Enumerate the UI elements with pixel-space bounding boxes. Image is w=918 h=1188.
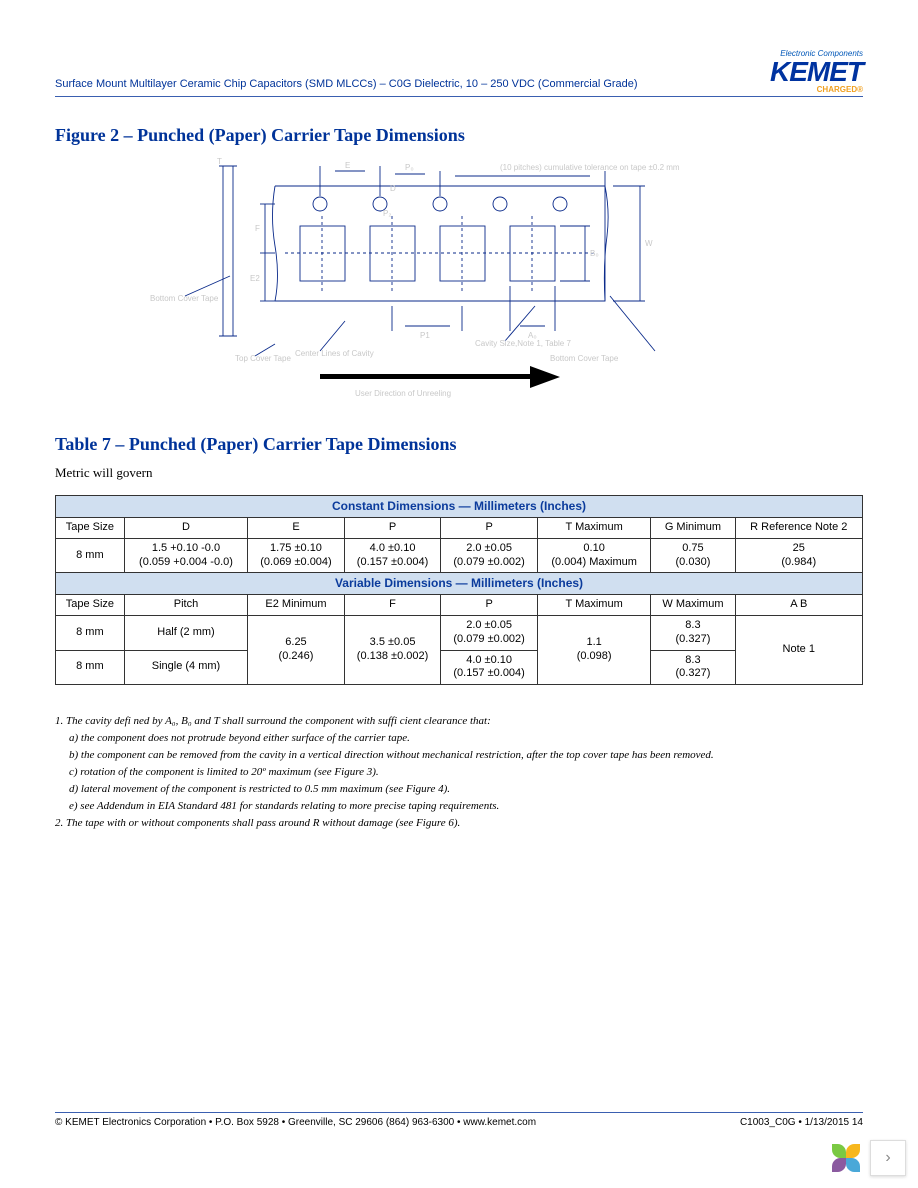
col-rref: R Reference Note 2 (735, 518, 863, 539)
document-title: Surface Mount Multilayer Ceramic Chip Ca… (55, 78, 638, 94)
table-7-title: Table 7 – Punched (Paper) Carrier Tape D… (55, 434, 863, 455)
cell: 1.1(0.098) (537, 616, 650, 685)
vcol-ab: A B (735, 595, 863, 616)
note-1: 1. The cavity defi ned by A₀, B₀ and T s… (55, 713, 863, 730)
cell: 25(0.984) (735, 538, 863, 573)
svg-text:Bottom Cover Tape: Bottom Cover Tape (150, 294, 219, 303)
note-2: 2. The tape with or without components s… (55, 815, 863, 832)
metric-note: Metric will govern (55, 465, 863, 481)
col-tapesize: Tape Size (56, 518, 125, 539)
cell: Single (4 mm) (124, 650, 247, 685)
figure-2-title: Figure 2 – Punched (Paper) Carrier Tape … (55, 125, 863, 146)
cell: 8 mm (56, 650, 125, 685)
svg-text:Cavity Size,Note 1, Table 7: Cavity Size,Note 1, Table 7 (475, 339, 571, 348)
cell: 2.0 ±0.05(0.079 ±0.002) (441, 616, 538, 651)
page-header: Surface Mount Multilayer Ceramic Chip Ca… (55, 50, 863, 97)
svg-text:B₀: B₀ (590, 249, 599, 258)
note-1d: d) lateral movement of the component is … (55, 781, 863, 798)
variable-row-0: 8 mm Half (2 mm) 6.25(0.246) 3.5 ±0.05(0… (56, 616, 863, 651)
constant-columns-row: Tape Size D E P P T Maximum G Minimum R … (56, 518, 863, 539)
cell: 8.3(0.327) (651, 650, 735, 685)
cell: 4.0 ±0.10(0.157 ±0.004) (344, 538, 441, 573)
pinwheel-icon[interactable] (832, 1144, 860, 1172)
vcol-tmax: T Maximum (537, 595, 650, 616)
svg-text:E2: E2 (250, 274, 260, 283)
note-1c: c) rotation of the component is limited … (55, 764, 863, 781)
cell: 0.10(0.004) Maximum (537, 538, 650, 573)
svg-text:Bottom Cover Tape: Bottom Cover Tape (550, 354, 619, 363)
svg-text:Top Cover Tape: Top Cover Tape (235, 354, 291, 363)
variable-band: Variable Dimensions — Millimeters (Inche… (56, 573, 863, 595)
svg-text:E: E (345, 161, 350, 170)
constant-band: Constant Dimensions — Millimeters (Inche… (56, 496, 863, 518)
vcol-f: F (344, 595, 441, 616)
svg-text:T: T (217, 157, 222, 166)
logo-tagline: CHARGED® (770, 86, 863, 94)
col-d: D (124, 518, 247, 539)
carrier-tape-diagram: E P₀ D (10 pitches) cumulative tolerance… (145, 156, 705, 406)
page-footer: © KEMET Electronics Corporation • P.O. B… (55, 1112, 863, 1128)
col-e: E (248, 518, 345, 539)
col-p2: P (441, 518, 538, 539)
cell: Half (2 mm) (124, 616, 247, 651)
cell: 4.0 ±0.10(0.157 ±0.004) (441, 650, 538, 685)
vcol-p: P (441, 595, 538, 616)
kemet-logo: Electronic Components KEMET CHARGED® (770, 50, 863, 94)
variable-columns-row: Tape Size Pitch E2 Minimum F P T Maximum… (56, 595, 863, 616)
svg-text:P₂: P₂ (383, 209, 391, 218)
note-1a: a) the component does not protrude beyon… (55, 730, 863, 747)
viewer-controls: › (832, 1140, 906, 1176)
cell: Note 1 (735, 616, 863, 685)
note-1e: e) see Addendum in EIA Standard 481 for … (55, 798, 863, 815)
vcol-pitch: Pitch (124, 595, 247, 616)
cell: 1.5 +0.10 -0.0(0.059 +0.004 -0.0) (124, 538, 247, 573)
cell: 0.75(0.030) (651, 538, 735, 573)
cell: 8 mm (56, 538, 125, 573)
vcol-e2: E2 Minimum (248, 595, 345, 616)
svg-text:Center Lines of Cavity: Center Lines of Cavity (295, 349, 374, 358)
note-1b: b) the component can be removed from the… (55, 747, 863, 764)
col-gmin: G Minimum (651, 518, 735, 539)
cell: 8.3(0.327) (651, 616, 735, 651)
svg-text:D: D (390, 184, 396, 193)
svg-text:W: W (645, 239, 653, 248)
col-tmax: T Maximum (537, 518, 650, 539)
logo-main-text: KEMET (770, 58, 863, 86)
cell: 8 mm (56, 616, 125, 651)
cell: 3.5 ±0.05(0.138 ±0.002) (344, 616, 441, 685)
footer-left: © KEMET Electronics Corporation • P.O. B… (55, 1117, 536, 1128)
svg-text:P₀: P₀ (405, 163, 414, 172)
next-page-button[interactable]: › (870, 1140, 906, 1176)
constant-row-0: 8 mm 1.5 +0.10 -0.0(0.059 +0.004 -0.0) 1… (56, 538, 863, 573)
footnotes: 1. The cavity defi ned by A₀, B₀ and T s… (55, 713, 863, 832)
svg-text:P1: P1 (420, 331, 430, 340)
chevron-right-icon: › (885, 1149, 890, 1167)
svg-text:User Direction of Unreeling: User Direction of Unreeling (355, 389, 451, 398)
cell: 1.75 ±0.10(0.069 ±0.004) (248, 538, 345, 573)
footer-right: C1003_C0G • 1/13/2015 14 (740, 1117, 863, 1128)
dimensions-table: Constant Dimensions — Millimeters (Inche… (55, 495, 863, 685)
svg-text:(10 pitches) cumulative tolera: (10 pitches) cumulative tolerance on tap… (500, 163, 680, 172)
vcol-tapesize: Tape Size (56, 595, 125, 616)
cell: 2.0 ±0.05(0.079 ±0.002) (441, 538, 538, 573)
vcol-wmax: W Maximum (651, 595, 735, 616)
svg-text:F: F (255, 224, 260, 233)
cell: 6.25(0.246) (248, 616, 345, 685)
col-p1: P (344, 518, 441, 539)
